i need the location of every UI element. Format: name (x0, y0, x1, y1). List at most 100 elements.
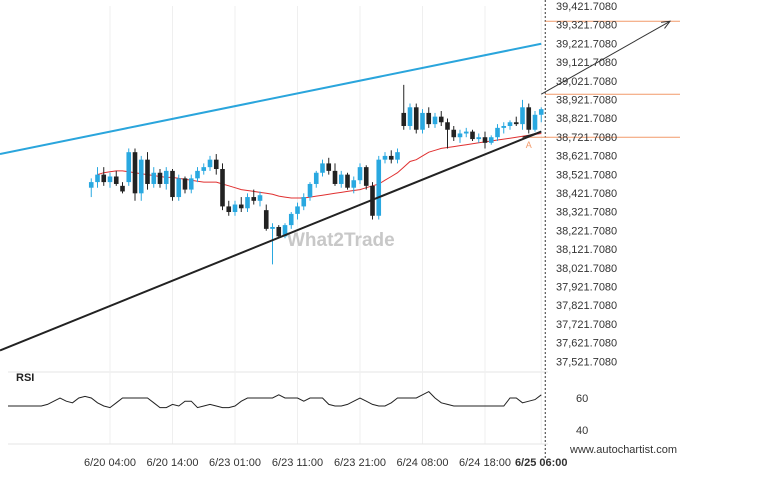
candle-body (332, 170, 338, 184)
projection-arrow-line (541, 20, 671, 95)
candle-body (263, 210, 269, 229)
candle-body (270, 226, 275, 229)
candle-body (220, 169, 225, 207)
candle-body (438, 116, 444, 123)
level-lines: A (522, 20, 680, 150)
candle-body (157, 172, 163, 184)
y-tick-label: 37,521.7080 (556, 356, 617, 368)
y-tick-label: 38,921.7080 (556, 95, 617, 107)
grid-layer (8, 0, 548, 460)
candle-body (526, 107, 532, 130)
upper-trendline (0, 42, 542, 156)
support-edge-line (522, 131, 542, 138)
candle-body (307, 183, 313, 198)
candle-body (382, 155, 388, 160)
pattern-point-label: A (526, 140, 532, 150)
candle-body (251, 197, 257, 201)
candle-body (532, 114, 538, 130)
y-tick-label: 38,321.7080 (556, 207, 617, 219)
rsi-tick-label: 60 (576, 393, 588, 405)
candle-body (420, 112, 425, 130)
candle-body (338, 174, 344, 184)
candle-body (395, 152, 400, 160)
candle-body (232, 204, 238, 213)
candle-body (345, 174, 350, 188)
candle-body (495, 127, 500, 138)
candle-body (501, 125, 507, 128)
lower-trendline (0, 130, 542, 352)
y-tick-label: 39,421.7080 (556, 1, 617, 13)
candle-body (95, 174, 100, 183)
candle-body (138, 159, 144, 194)
y-tick-label: 39,221.7080 (556, 38, 617, 50)
candle-body (463, 131, 469, 134)
candle-body (451, 129, 457, 138)
y-tick-label: 38,521.7080 (556, 169, 617, 181)
moving-average-line (97, 133, 542, 199)
candle-body (107, 176, 113, 183)
candle-body (126, 152, 132, 183)
x-tick-label: 6/20 04:00 (84, 457, 136, 469)
candle-body (351, 180, 357, 188)
y-tick-label: 38,821.7080 (556, 113, 617, 125)
y-tick-label: 38,221.7080 (556, 225, 617, 237)
x-tick-label: 6/20 14:00 (147, 457, 199, 469)
y-tick-label: 38,721.7080 (556, 132, 617, 144)
candle-body (132, 152, 138, 194)
x-tick-label: 6/23 01:00 (209, 457, 261, 469)
candle-body (326, 163, 332, 171)
candle-body (276, 226, 282, 237)
candle-body (151, 172, 157, 184)
y-tick-label: 37,821.7080 (556, 300, 617, 312)
candle-body (488, 137, 494, 143)
candle-body (170, 170, 175, 198)
y-tick-label: 37,921.7080 (556, 282, 617, 294)
candle-body (282, 225, 288, 237)
candle-body (520, 107, 525, 125)
y-axis: 39,421.7080 39,321.7080 39,221.7080 39,121.… (556, 1, 617, 368)
candle-body (288, 213, 294, 226)
candle-body (213, 159, 219, 170)
candle-body (188, 178, 194, 190)
candle-body (538, 109, 544, 115)
candle-body (313, 172, 319, 184)
footer-credit[interactable]: www.autochartist.com (569, 444, 677, 456)
rsi-tick-label: 40 (576, 425, 588, 437)
candle-body (195, 170, 200, 179)
candle-body (257, 195, 263, 201)
x-tick-label: 6/25 06:00 (515, 457, 568, 469)
watermark-text: What2Trade (287, 230, 395, 251)
candle-body (445, 122, 450, 130)
candle-body (513, 122, 519, 125)
candle-body (182, 178, 188, 190)
candle-body (482, 137, 488, 143)
candle-body (363, 167, 369, 186)
y-tick-label: 38,021.7080 (556, 263, 617, 275)
candle-body (301, 197, 307, 207)
candle-body (407, 107, 413, 126)
x-tick-label: 6/23 21:00 (334, 457, 386, 469)
candle-body (88, 182, 94, 188)
candle-body (413, 107, 419, 130)
x-tick-label: 6/23 11:00 (272, 457, 323, 469)
rsi-line (8, 390, 542, 409)
y-tick-label: 37,721.7080 (556, 319, 617, 331)
candle-body (426, 112, 432, 125)
rsi-title: RSI (16, 372, 34, 384)
candle-body (457, 133, 463, 138)
x-tick-label: 6/24 18:00 (459, 457, 511, 469)
y-tick-label: 39,021.7080 (556, 76, 617, 88)
moving-average-layer (97, 133, 542, 199)
candle-body (113, 176, 119, 184)
candle-body (376, 159, 382, 216)
candle-body (432, 116, 438, 125)
candle-body (507, 122, 513, 126)
y-tick-label: 38,621.7080 (556, 151, 617, 163)
y-tick-label: 38,421.7080 (556, 188, 617, 200)
candle-body (163, 170, 169, 184)
y-tick-label: 38,121.7080 (556, 244, 617, 256)
candle-body (320, 163, 325, 173)
y-tick-label: 39,321.7080 (556, 20, 617, 32)
candle-body (145, 159, 150, 184)
